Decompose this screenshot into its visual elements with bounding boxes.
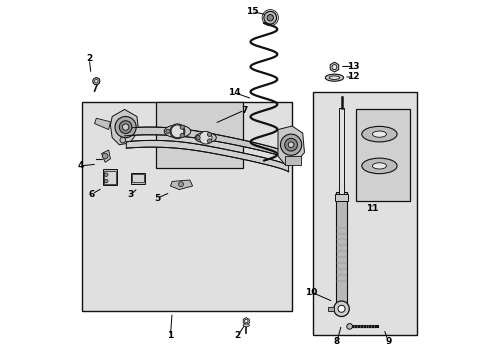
Ellipse shape xyxy=(372,131,386,137)
Bar xyxy=(82,102,291,311)
Ellipse shape xyxy=(361,158,396,174)
Bar xyxy=(336,192,346,309)
Circle shape xyxy=(284,138,297,151)
Bar xyxy=(313,92,417,335)
Circle shape xyxy=(200,132,211,144)
Polygon shape xyxy=(102,150,110,162)
Text: 12: 12 xyxy=(346,72,359,81)
Bar xyxy=(156,102,242,168)
Ellipse shape xyxy=(164,125,190,138)
Bar xyxy=(102,170,117,185)
Polygon shape xyxy=(126,140,288,172)
Text: 7: 7 xyxy=(241,105,247,114)
Polygon shape xyxy=(243,318,249,325)
Text: 2: 2 xyxy=(86,54,92,63)
Circle shape xyxy=(104,173,108,176)
Text: 5: 5 xyxy=(154,194,160,203)
Bar xyxy=(327,307,333,311)
Ellipse shape xyxy=(325,74,343,81)
Circle shape xyxy=(331,65,336,69)
Circle shape xyxy=(244,319,247,323)
Bar xyxy=(334,194,347,201)
Circle shape xyxy=(207,139,211,143)
Bar xyxy=(131,173,145,184)
Polygon shape xyxy=(93,78,99,85)
Circle shape xyxy=(122,124,128,130)
Circle shape xyxy=(207,132,211,136)
Bar xyxy=(132,174,143,183)
Circle shape xyxy=(115,117,136,138)
Circle shape xyxy=(94,80,98,83)
Text: 1: 1 xyxy=(167,332,173,341)
Bar xyxy=(285,156,300,165)
Text: 2: 2 xyxy=(234,332,240,341)
Circle shape xyxy=(287,142,293,148)
Text: 9: 9 xyxy=(385,337,391,346)
Circle shape xyxy=(337,305,345,312)
Bar xyxy=(104,171,116,184)
Ellipse shape xyxy=(372,163,386,169)
Circle shape xyxy=(333,301,348,316)
Circle shape xyxy=(264,12,276,24)
Circle shape xyxy=(102,153,108,159)
Circle shape xyxy=(180,133,184,138)
Ellipse shape xyxy=(361,126,396,142)
Ellipse shape xyxy=(195,132,216,143)
Circle shape xyxy=(199,131,212,144)
Circle shape xyxy=(196,136,200,140)
Circle shape xyxy=(93,78,100,85)
Text: 11: 11 xyxy=(365,204,378,213)
Circle shape xyxy=(119,121,132,134)
Circle shape xyxy=(346,324,352,329)
Polygon shape xyxy=(170,180,192,189)
Circle shape xyxy=(266,14,273,21)
Circle shape xyxy=(104,179,108,183)
Text: 6: 6 xyxy=(89,190,95,199)
Circle shape xyxy=(165,129,170,134)
Bar xyxy=(355,109,409,201)
Bar xyxy=(339,108,343,196)
Polygon shape xyxy=(329,62,338,72)
Text: 14: 14 xyxy=(227,88,240,97)
Circle shape xyxy=(180,125,184,129)
Text: 13: 13 xyxy=(346,62,359,71)
Text: 3: 3 xyxy=(127,190,134,199)
Circle shape xyxy=(171,125,183,138)
Text: 4: 4 xyxy=(78,161,84,170)
Ellipse shape xyxy=(328,76,339,80)
Text: 15: 15 xyxy=(245,7,258,16)
Text: 8: 8 xyxy=(333,337,339,346)
Circle shape xyxy=(178,182,183,187)
Polygon shape xyxy=(278,126,304,165)
Circle shape xyxy=(280,134,301,155)
Polygon shape xyxy=(94,118,110,130)
Text: 10: 10 xyxy=(305,288,317,297)
Circle shape xyxy=(120,137,125,143)
Polygon shape xyxy=(110,109,139,145)
Polygon shape xyxy=(124,127,288,159)
Ellipse shape xyxy=(243,324,249,327)
Circle shape xyxy=(170,124,184,139)
